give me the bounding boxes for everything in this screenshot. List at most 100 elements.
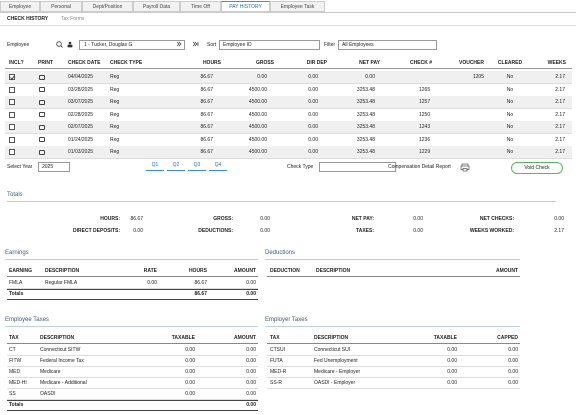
quarter-label[interactable]: Q2 — [172, 162, 180, 168]
print-icon[interactable] — [39, 112, 45, 117]
cell: 4500.00 — [248, 111, 267, 118]
subtab-label[interactable]: CHECK HISTORY — [7, 16, 49, 22]
cell: MED — [9, 369, 21, 375]
checkbox[interactable] — [9, 86, 15, 93]
tab[interactable] — [133, 1, 180, 12]
print-icon[interactable] — [39, 74, 45, 80]
cell: 0.00 — [308, 86, 318, 93]
row-bg — [5, 121, 572, 134]
tab[interactable] — [40, 1, 82, 12]
column-header: DESCRIPTION — [40, 335, 75, 341]
quarter-label[interactable]: Q3 — [193, 162, 201, 168]
checkbox[interactable] — [9, 136, 15, 143]
row-line — [7, 288, 258, 290]
tab[interactable] — [270, 1, 325, 12]
quarter-button[interactable] — [209, 169, 227, 171]
select-value[interactable]: Employee ID — [223, 42, 252, 48]
search-icon[interactable] — [56, 41, 63, 48]
column-header: TAXABLE — [171, 335, 195, 341]
row-line — [5, 259, 258, 260]
button-label[interactable]: Void Check — [524, 165, 550, 171]
cell: 0.00 — [185, 380, 195, 386]
select-value[interactable]: 2025 — [42, 164, 54, 170]
print-icon[interactable] — [39, 124, 45, 130]
cell: 0.00 — [185, 369, 195, 375]
employee-select[interactable] — [79, 40, 185, 50]
row-line — [7, 355, 258, 356]
select-value[interactable]: 1 - Tucker, Douglas G — [84, 42, 133, 48]
cell: 0.00 — [246, 380, 256, 386]
next-icons[interactable] — [176, 41, 199, 47]
cell: MED-HI — [9, 380, 27, 386]
cell: 0.00 — [246, 280, 256, 286]
row-line — [5, 133, 572, 134]
print-icon[interactable] — [39, 137, 45, 142]
row-line — [5, 95, 572, 97]
tab[interactable] — [82, 1, 133, 12]
tab-label[interactable]: Employee Task — [280, 4, 315, 10]
cell: 86.67 — [200, 111, 213, 118]
tab-label[interactable]: Time Off — [191, 4, 210, 10]
column-header: TAX — [270, 335, 280, 341]
cell: No — [506, 124, 514, 130]
checkbox[interactable] — [9, 111, 15, 118]
total-label: WEEKS WORKED: — [469, 228, 514, 234]
quarter-label[interactable]: Q4 — [214, 162, 222, 168]
select-value[interactable]: All Employees — [342, 42, 374, 48]
quarter-button[interactable] — [188, 169, 206, 171]
cell: 1236 — [419, 136, 431, 143]
cell: 86.67 — [200, 136, 213, 143]
tab[interactable] — [0, 1, 40, 12]
void-button[interactable] — [511, 162, 563, 174]
cell: 1257 — [419, 99, 431, 105]
column-header: VOUCHER — [458, 60, 484, 66]
cell: 0.00 — [308, 111, 318, 118]
section-title: Deductions — [265, 250, 296, 256]
checkbox[interactable] — [9, 74, 15, 80]
quarter-button[interactable] — [146, 169, 164, 171]
cell: Medicare — [40, 369, 61, 375]
row-line — [7, 377, 258, 378]
column-header: CHECK TYPE — [110, 60, 143, 66]
total-label: NET PAY: — [351, 216, 374, 222]
subtab-label[interactable]: Tax Forms — [61, 16, 85, 22]
cell: 4500.00 — [248, 86, 267, 93]
column-header: EARNING — [9, 268, 33, 274]
cell: 01/03/2025 — [68, 149, 94, 155]
checkbox[interactable] — [9, 99, 15, 105]
quarter-label[interactable]: Q1 — [151, 162, 159, 168]
cell: CT — [9, 347, 16, 353]
cell: 1243 — [419, 124, 431, 130]
year-select[interactable] — [38, 162, 70, 172]
tab-label[interactable]: Personal — [51, 4, 71, 10]
filter-select[interactable] — [338, 40, 437, 50]
cell: Reg — [110, 99, 120, 105]
cell: Reg — [110, 74, 120, 80]
tab[interactable] — [221, 1, 270, 12]
link[interactable]: Compensation Detail Report — [388, 164, 451, 170]
print-icon[interactable] — [39, 149, 45, 155]
print-report-icon[interactable] — [460, 163, 470, 172]
tab-label[interactable]: Payroll Data — [142, 4, 171, 10]
tab-label[interactable]: Employee — [8, 4, 32, 10]
cell: 0.00 — [257, 74, 267, 80]
print-icon[interactable] — [39, 99, 45, 105]
total-value: 86.67 — [130, 216, 143, 222]
cell: No — [506, 149, 514, 155]
print-icon[interactable] — [39, 87, 45, 92]
column-header: DIR DEP — [306, 60, 327, 66]
check-type-select[interactable] — [319, 162, 396, 172]
cell: 3253.48 — [356, 124, 375, 130]
cell: Reg — [110, 136, 120, 143]
tab-label[interactable]: Dept/Position — [92, 4, 123, 10]
row-line — [5, 145, 572, 147]
quarter-button[interactable] — [167, 169, 185, 171]
tab-label[interactable]: PAY HISTORY — [229, 4, 262, 10]
sort-select[interactable] — [219, 40, 320, 50]
cell: SS — [9, 391, 16, 397]
tab[interactable] — [180, 1, 221, 12]
person-icon[interactable] — [67, 41, 73, 48]
checkbox[interactable] — [9, 124, 15, 130]
checkbox[interactable] — [9, 149, 15, 155]
